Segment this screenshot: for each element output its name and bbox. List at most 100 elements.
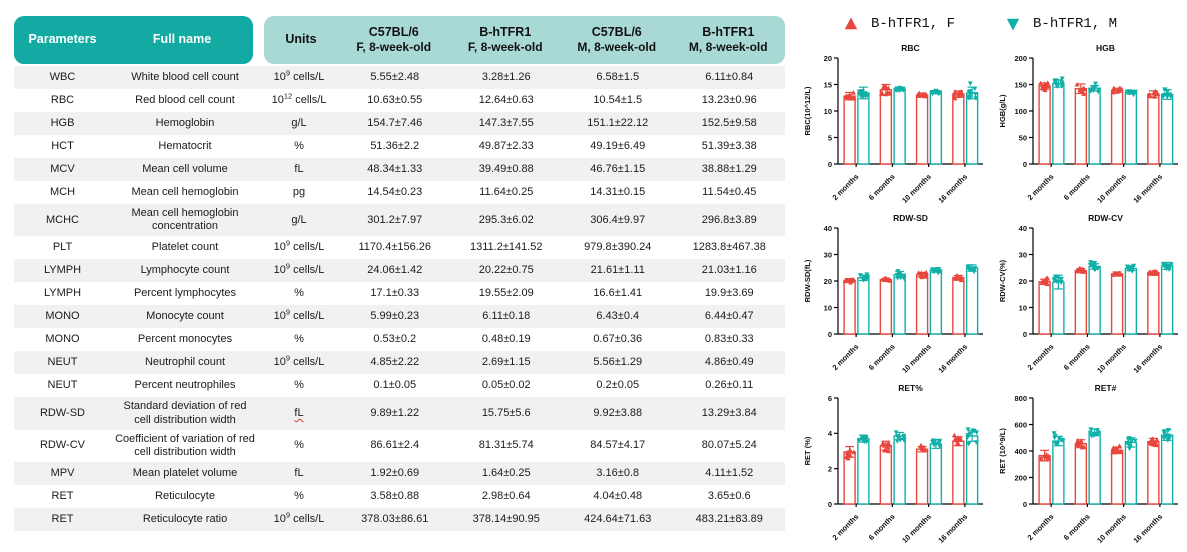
cell-units: % xyxy=(294,333,304,346)
x-tick-label: 16 months xyxy=(1131,512,1164,545)
data-point xyxy=(1042,87,1048,93)
cell-units: g/L xyxy=(291,116,307,129)
data-point xyxy=(929,267,935,273)
cell-value-3: 979.8±390.24 xyxy=(584,241,652,254)
data-point xyxy=(1131,263,1137,269)
data-point xyxy=(1092,264,1098,269)
data-point xyxy=(1093,81,1099,87)
data-point xyxy=(885,448,891,454)
data-point xyxy=(966,441,972,447)
svg-text:4: 4 xyxy=(828,429,833,438)
cell-value-4: 80.07±5.24 xyxy=(701,439,757,452)
bar xyxy=(952,440,965,505)
data-point xyxy=(900,86,906,92)
cell-value-3: 84.57±4.17 xyxy=(590,439,646,452)
data-point xyxy=(1077,87,1083,92)
x-tick-label: 16 months xyxy=(936,342,969,375)
chart-title: RBC xyxy=(901,43,919,53)
cell-value-2: 11.64±0.25 xyxy=(479,185,534,198)
data-point xyxy=(956,93,961,99)
data-point xyxy=(1165,428,1171,433)
data-point xyxy=(1161,431,1167,436)
column-header-group-4: B-hTFR1 M, 8-week-old xyxy=(688,24,768,55)
bar xyxy=(1110,273,1124,335)
data-point xyxy=(844,277,850,283)
cell-value-1: 1.92±0.69 xyxy=(370,467,420,480)
cell-value-4: 3.65±0.6 xyxy=(707,490,751,503)
charts-panel: B-hTFR1, F B-hTFR1, M RBC 0 5 10 15 20 RBC(10^1… xyxy=(799,8,1187,550)
data-point xyxy=(959,92,965,98)
data-point xyxy=(970,428,976,434)
data-point xyxy=(1088,260,1094,265)
table-row: RBC Red blood cell count 1012 cells/L 10.63… xyxy=(14,89,785,112)
data-point xyxy=(1118,85,1124,91)
svg-text:30: 30 xyxy=(1019,250,1027,259)
data-point xyxy=(1151,90,1157,96)
data-point xyxy=(1044,454,1050,460)
cell-full-name: Reticulocyte xyxy=(155,490,215,503)
data-point xyxy=(901,433,907,439)
cell-parameter: MCV xyxy=(50,162,75,175)
data-point xyxy=(1149,437,1155,442)
cell-value-4: 483.21±83.89 xyxy=(695,513,763,526)
data-point xyxy=(951,432,957,438)
data-point xyxy=(861,278,867,283)
cell-value-3: 9.92±3.88 xyxy=(593,406,643,419)
data-point xyxy=(930,439,936,445)
data-point xyxy=(898,275,904,281)
data-point xyxy=(1038,455,1044,461)
x-tick-label: 16 months xyxy=(1131,342,1164,375)
bar xyxy=(915,448,929,505)
svg-text:0: 0 xyxy=(1023,160,1027,169)
bar xyxy=(1038,454,1051,505)
cell-value-1: 48.34±1.33 xyxy=(367,162,423,175)
data-point xyxy=(1155,91,1161,97)
data-point xyxy=(856,438,862,443)
data-point xyxy=(967,81,973,87)
data-point xyxy=(1166,433,1171,439)
table-row: RET Reticulocyte% 3.58±0.88 2.98±0.64 4.04±0… xyxy=(14,485,785,508)
chart-RDW-CV: RDW-CV 0 10 20 30 40 RDW-CV(%) 2 months 6 months… xyxy=(998,213,1178,375)
x-tick-label: 10 months xyxy=(900,512,933,545)
table-row: LYMPH Percent lymphocytes% 17.1±0.33 19.55±… xyxy=(14,282,785,305)
data-point xyxy=(1052,78,1058,84)
cell-parameter: MONO xyxy=(45,333,80,346)
data-point xyxy=(1087,88,1093,94)
table-header: Parameters Full name Units C57BL/6 F, 8-w… xyxy=(14,16,785,64)
cell-parameter: RDW-CV xyxy=(39,439,85,452)
data-point xyxy=(1058,280,1064,286)
cell-parameter: PLT xyxy=(52,241,73,254)
svg-text:600: 600 xyxy=(1014,420,1027,429)
column-header-units: Units xyxy=(285,32,317,47)
bar xyxy=(1074,88,1088,165)
data-point xyxy=(917,92,923,98)
data-point xyxy=(955,441,961,446)
cell-units: 109 cells/L xyxy=(273,68,325,83)
bar xyxy=(1074,269,1088,335)
data-point xyxy=(1154,437,1160,442)
bar xyxy=(843,279,856,335)
data-point xyxy=(885,442,891,448)
bar xyxy=(915,94,929,165)
cell-parameter: MCH xyxy=(49,185,76,198)
cell-value-1: 0.53±0.2 xyxy=(373,333,417,346)
cell-full-name: Neutrophil count xyxy=(144,356,226,369)
cell-value-1: 1170.4±156.26 xyxy=(358,241,431,254)
svg-text:150: 150 xyxy=(1014,80,1027,89)
x-tick-label: 16 months xyxy=(936,172,969,205)
data-point xyxy=(968,91,973,97)
data-point xyxy=(901,437,907,442)
data-point xyxy=(1059,84,1065,89)
cell-parameter: MPV xyxy=(50,467,75,480)
data-point xyxy=(972,86,978,92)
cell-value-1: 154.7±7.46 xyxy=(367,116,423,129)
data-point xyxy=(865,93,871,99)
data-point xyxy=(1153,439,1159,445)
svg-text:20: 20 xyxy=(824,54,832,63)
cell-units: 109 cells/L xyxy=(273,238,325,254)
legend-item-female: B-hTFR1, F xyxy=(843,16,955,32)
cell-value-4: 1283.8±467.38 xyxy=(692,241,766,254)
cell-parameter: MCHC xyxy=(46,213,79,226)
